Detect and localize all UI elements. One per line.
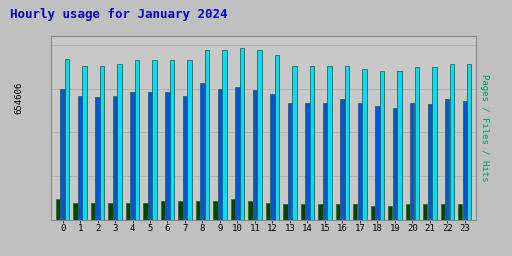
Bar [231, 199, 235, 220]
Bar [218, 89, 222, 220]
Bar [410, 103, 415, 220]
Bar [205, 50, 209, 220]
Bar [78, 95, 82, 220]
Bar [310, 66, 314, 220]
Bar [428, 104, 432, 220]
Bar [463, 101, 467, 220]
Bar [423, 204, 428, 220]
Bar [183, 95, 187, 220]
Bar [345, 66, 349, 220]
Bar [375, 106, 379, 220]
Bar [258, 50, 262, 220]
Bar [153, 60, 157, 220]
Bar [126, 202, 130, 220]
Bar [240, 48, 244, 220]
Bar [380, 71, 384, 220]
Bar [301, 204, 305, 220]
Bar [248, 201, 252, 220]
Bar [406, 204, 410, 220]
Bar [336, 204, 340, 220]
Bar [135, 60, 139, 220]
Y-axis label: Pages / Files / Hits: Pages / Files / Hits [480, 74, 489, 182]
Bar [109, 202, 113, 220]
Bar [397, 71, 401, 220]
Bar [327, 66, 332, 220]
Bar [253, 90, 257, 220]
Bar [82, 66, 87, 220]
Bar [388, 206, 393, 220]
Bar [236, 87, 240, 220]
Bar [65, 59, 69, 220]
Bar [275, 55, 279, 220]
Bar [60, 89, 65, 220]
Bar [432, 67, 437, 220]
Bar [358, 103, 362, 220]
Bar [458, 204, 462, 220]
Bar [283, 204, 288, 220]
Bar [362, 69, 367, 220]
Bar [113, 95, 117, 220]
Bar [73, 202, 78, 220]
Bar [178, 201, 183, 220]
Bar [148, 92, 152, 220]
Bar [415, 67, 419, 220]
Text: 654606: 654606 [15, 82, 24, 114]
Bar [117, 64, 122, 220]
Bar [270, 94, 274, 220]
Bar [170, 60, 174, 220]
Bar [353, 204, 357, 220]
Bar [288, 103, 292, 220]
Bar [187, 60, 191, 220]
Bar [371, 206, 375, 220]
Bar [200, 83, 205, 220]
Bar [161, 201, 165, 220]
Bar [56, 199, 60, 220]
Bar [467, 64, 472, 220]
Bar [266, 202, 270, 220]
Bar [165, 92, 169, 220]
Bar [305, 103, 310, 220]
Bar [445, 99, 450, 220]
Bar [292, 66, 296, 220]
Bar [340, 99, 345, 220]
Bar [323, 103, 327, 220]
Bar [393, 108, 397, 220]
Bar [143, 202, 147, 220]
Bar [91, 202, 95, 220]
Bar [441, 204, 445, 220]
Bar [450, 64, 454, 220]
Bar [196, 201, 200, 220]
Bar [222, 50, 227, 220]
Bar [214, 201, 218, 220]
Bar [318, 204, 323, 220]
Bar [95, 97, 100, 220]
Bar [131, 92, 135, 220]
Bar [100, 66, 104, 220]
Text: Hourly usage for January 2024: Hourly usage for January 2024 [10, 8, 228, 21]
